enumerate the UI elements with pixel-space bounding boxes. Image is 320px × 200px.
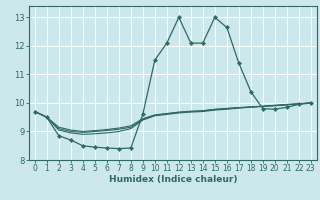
- X-axis label: Humidex (Indice chaleur): Humidex (Indice chaleur): [108, 175, 237, 184]
